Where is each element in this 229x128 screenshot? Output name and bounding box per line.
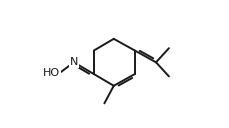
Text: HO: HO (43, 68, 60, 78)
Text: N: N (69, 57, 78, 67)
